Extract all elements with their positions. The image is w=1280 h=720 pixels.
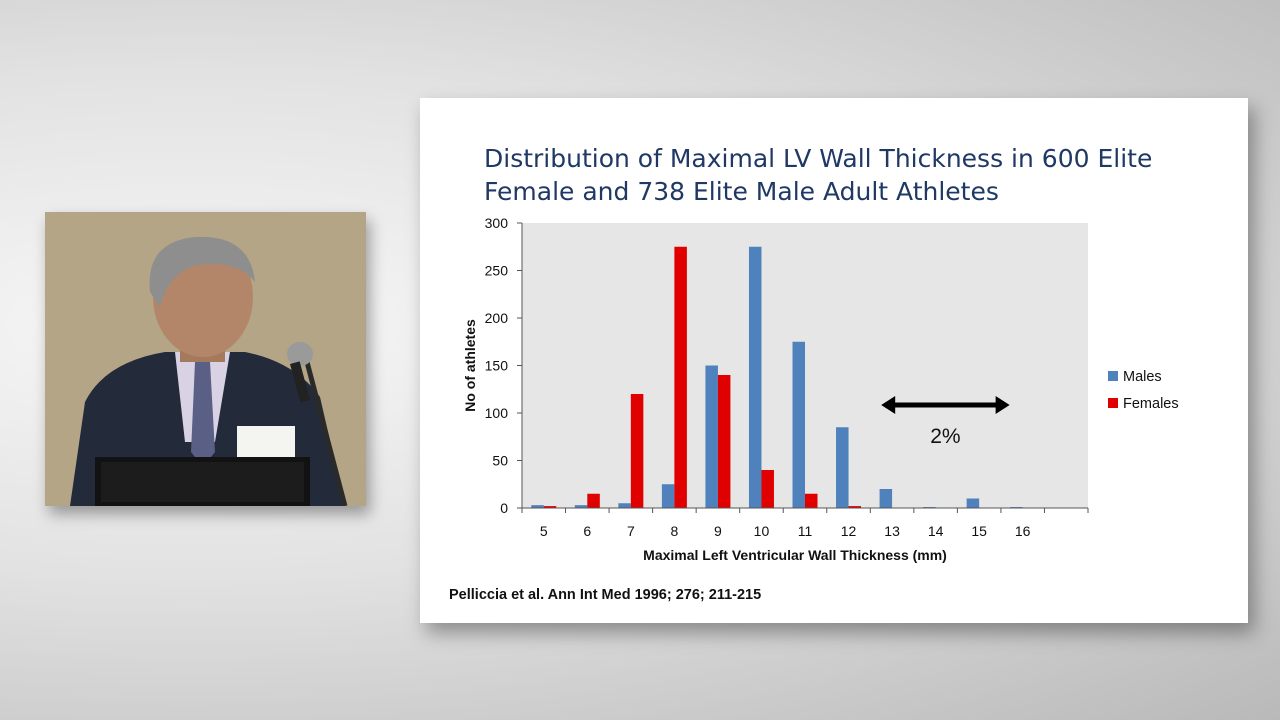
bar-males-12 <box>836 427 849 508</box>
x-tick-label: 9 <box>714 523 722 539</box>
bar-females-5 <box>543 506 557 508</box>
bar-males-8 <box>661 484 675 508</box>
y-axis: 0 50 100 150 200 250 300 <box>485 215 523 516</box>
bar-chart: 0 50 100 150 200 250 300 5 6 7 8 9 10 11 12 13 14 15 16 N… <box>462 215 1179 563</box>
bar-females-7 <box>630 394 644 508</box>
bar-males-13 <box>879 489 893 508</box>
x-tick-label: 10 <box>754 523 770 539</box>
legend-swatch-females <box>1108 398 1118 408</box>
bar-females-9 <box>717 375 731 508</box>
legend: Males Females <box>1108 369 1179 412</box>
citation-text: Pelliccia et al. Ann Int Med 1996; 276; … <box>449 587 762 603</box>
x-axis-title: Maximal Left Ventricular Wall Thickness … <box>643 547 947 563</box>
x-tick-label: 14 <box>928 523 944 539</box>
bar-males-7 <box>618 503 631 508</box>
arrow-head-left <box>881 396 896 414</box>
bar-females-8 <box>674 246 687 508</box>
presentation-slide: Distribution of Maximal LV Wall Thicknes… <box>420 98 1248 623</box>
y-tick-label: 100 <box>485 405 509 421</box>
x-tick-label: 13 <box>884 523 900 539</box>
y-tick-label: 200 <box>485 310 509 326</box>
bar-females-10 <box>761 470 774 508</box>
y-tick-label: 0 <box>500 500 508 516</box>
legend-label-females: Females <box>1123 396 1179 412</box>
annotation-label: 2% <box>930 425 960 448</box>
y-tick-label: 250 <box>485 263 509 279</box>
x-tick-label: 11 <box>798 523 813 539</box>
bar-males-5 <box>531 505 544 508</box>
x-tick-label: 5 <box>540 523 548 539</box>
x-tick-label: 16 <box>1015 523 1031 539</box>
y-tick-label: 300 <box>485 215 509 231</box>
x-tick-label: 7 <box>627 523 635 539</box>
bar-males-15 <box>966 498 980 508</box>
y-tick-label: 150 <box>485 358 509 374</box>
bar-males-10 <box>748 246 762 508</box>
bar-females-12 <box>848 506 862 508</box>
bar-females-11 <box>805 493 818 508</box>
slide-title: Distribution of Maximal LV Wall Thicknes… <box>484 144 1153 206</box>
speaker-illustration <box>45 212 366 506</box>
legend-label-males: Males <box>1123 369 1162 385</box>
bar-females-6 <box>587 493 600 508</box>
y-tick-label: 50 <box>492 453 508 469</box>
annotation: 2% <box>881 396 1010 448</box>
x-tick-label: 8 <box>670 523 678 539</box>
speaker-video <box>45 212 366 506</box>
x-axis: 5 6 7 8 9 10 11 12 13 14 15 16 <box>521 507 1089 539</box>
x-tick-label: 12 <box>841 523 857 539</box>
x-tick-label: 15 <box>971 523 987 539</box>
legend-swatch-males <box>1108 371 1118 381</box>
bars-group <box>531 246 1023 508</box>
bar-males-11 <box>792 341 805 508</box>
y-axis-title: No of athletes <box>462 319 478 412</box>
arrow-head-right <box>995 396 1010 414</box>
bar-males-9 <box>705 365 718 508</box>
bar-males-6 <box>574 505 588 508</box>
x-tick-label: 6 <box>583 523 591 539</box>
